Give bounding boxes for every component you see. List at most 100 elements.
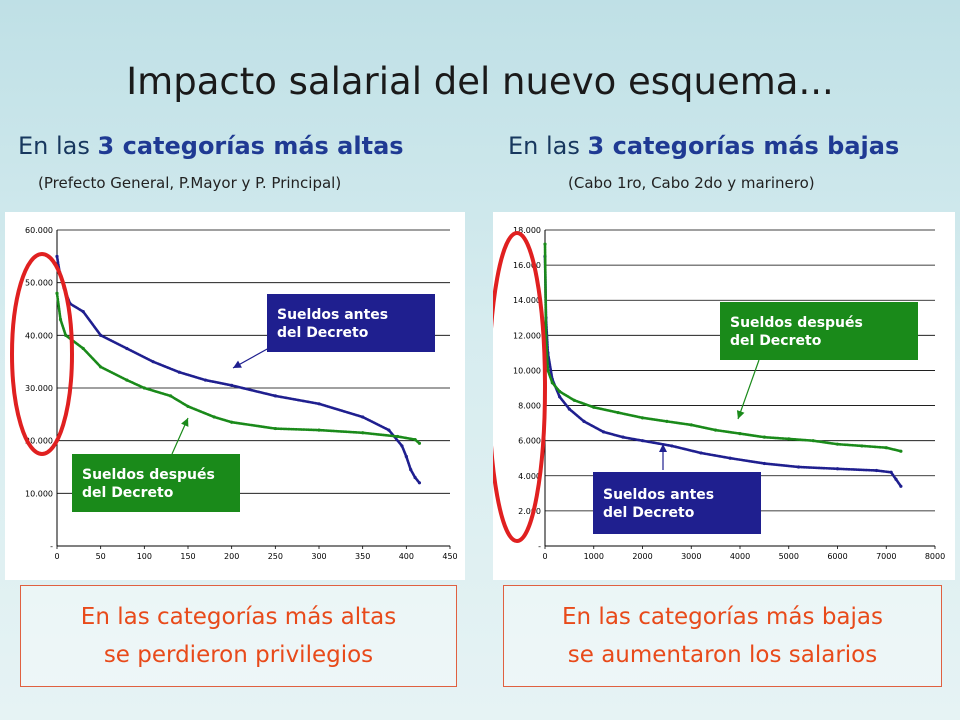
series-1-point <box>592 405 596 409</box>
series-1-point <box>787 437 791 441</box>
arrow-after-right <box>737 359 760 420</box>
label-after-right-line2: del Decreto <box>730 333 822 349</box>
y-tick-label: 10.000 <box>25 489 53 498</box>
series-1-point <box>413 438 417 442</box>
right-heading-pre: En las <box>508 132 580 160</box>
x-tick-label: 8000 <box>925 552 945 561</box>
label-after-left: Sueldos después del Decreto <box>72 454 240 512</box>
series-0-point <box>99 333 103 337</box>
series-0-point <box>55 254 59 258</box>
series-1-point <box>230 420 234 424</box>
series-1-point <box>417 441 422 445</box>
label-after-right-box <box>720 302 918 360</box>
x-tick-label: 400 <box>399 552 414 561</box>
y-tick-label: 18.000 <box>513 226 541 235</box>
y-tick-label: 40.000 <box>25 331 53 340</box>
series-0-point <box>417 481 422 485</box>
series-0-point <box>640 439 645 443</box>
x-tick-label: 2000 <box>632 552 652 561</box>
series-0-point <box>230 383 234 387</box>
left-conclusion-line2: se perdieron privilegios <box>103 642 374 668</box>
label-before-left-box <box>267 294 435 352</box>
chart-high-categories: - 10.000 20.000 30.000 40.000 50.000 60.000 0 50… <box>5 212 465 580</box>
series-1-point <box>811 439 815 443</box>
series-0-point <box>413 475 417 480</box>
series-0-point <box>404 454 408 459</box>
highlight-ellipse-left <box>10 252 74 456</box>
series-1-point <box>99 365 103 369</box>
series-0-point <box>409 468 413 472</box>
series-0-point <box>874 468 879 473</box>
series-1-point <box>125 378 129 382</box>
arrow-after-right-head <box>736 410 745 419</box>
series-1-point <box>186 404 190 409</box>
y-tick-label: 8.000 <box>518 402 541 411</box>
x-tick-label: 300 <box>311 552 326 561</box>
x-tick-label: 100 <box>137 552 152 561</box>
y-tick-label: 16.000 <box>513 261 541 270</box>
series-1-point <box>665 419 669 423</box>
series-1-point <box>142 386 146 390</box>
y-tick-label: - <box>538 542 541 551</box>
series-0-point <box>835 467 840 471</box>
y-tick-label: 10.000 <box>513 366 541 375</box>
right-conclusion-line2: se aumentaron los salarios <box>567 642 878 668</box>
series-0-point <box>762 461 766 466</box>
series-0-point <box>387 428 391 432</box>
y-tick-label: 20.000 <box>25 437 53 446</box>
label-after-left-line2: del Decreto <box>82 485 174 501</box>
series-0-point <box>558 395 562 399</box>
series-1-point <box>273 426 277 431</box>
series-1-point <box>58 317 63 322</box>
series-1-point <box>558 389 562 394</box>
series-1-point <box>572 398 576 402</box>
series-1-point <box>543 242 547 246</box>
series-0-point <box>670 444 674 448</box>
series-0-point <box>567 407 571 411</box>
left-conclusion: En las categorías más altas se perdieron… <box>20 585 457 687</box>
series-1-point <box>899 449 903 453</box>
x-tick-label: 200 <box>224 552 239 561</box>
series-1-point <box>689 423 693 427</box>
x-tick-label: 50 <box>96 552 106 561</box>
y-tick-label: 60.000 <box>25 226 53 235</box>
series-1-point <box>168 394 173 398</box>
y-tick-label: 4.000 <box>518 472 541 481</box>
series-0-point <box>621 435 625 439</box>
x-tick-label: 350 <box>355 552 370 561</box>
series-1-point <box>860 444 864 448</box>
x-tick-label: 1000 <box>584 552 604 561</box>
series-1-point <box>361 431 365 435</box>
series-1-point <box>835 442 840 446</box>
series-1-point <box>640 416 645 420</box>
left-heading: En las 3 categorías más altas <box>18 132 404 160</box>
series-1-point <box>762 435 766 439</box>
series-0-point <box>601 430 606 434</box>
x-tick-label: 0 <box>542 552 547 561</box>
series-0-point <box>889 470 893 474</box>
series-0-point <box>203 378 208 382</box>
y-tick-label: 14.000 <box>513 296 541 305</box>
series-1-point <box>317 428 321 432</box>
arrow-after-left-head <box>181 418 189 427</box>
label-before-right: Sueldos antes del Decreto <box>593 472 761 534</box>
x-tick-label: 4000 <box>730 552 750 561</box>
y-tick-label: 2.000 <box>518 507 541 516</box>
right-note: (Cabo 1ro, Cabo 2do y marinero) <box>568 174 815 192</box>
left-heading-bold: 3 categorías más altas <box>97 132 404 160</box>
y-tick-label: 50.000 <box>25 279 53 288</box>
label-before-right-line2: del Decreto <box>603 505 695 521</box>
y-tick-label: 6.000 <box>518 437 541 446</box>
arrow-before-right-head <box>659 444 667 452</box>
arrow-before-left-head <box>233 360 242 368</box>
right-conclusion-line1: En las categorías más bajas <box>562 604 883 630</box>
left-note: (Prefecto General, P.Mayor y P. Principa… <box>38 174 342 192</box>
series-1-point <box>714 428 718 432</box>
label-before-left: Sueldos antes del Decreto <box>267 294 435 352</box>
label-after-left-box <box>72 454 240 512</box>
series-1-point <box>884 446 888 450</box>
label-before-right-line1: Sueldos antes <box>603 487 714 503</box>
series-1-point <box>738 432 742 436</box>
series-0-point <box>728 456 732 460</box>
label-after-right: Sueldos después del Decreto <box>720 302 918 360</box>
